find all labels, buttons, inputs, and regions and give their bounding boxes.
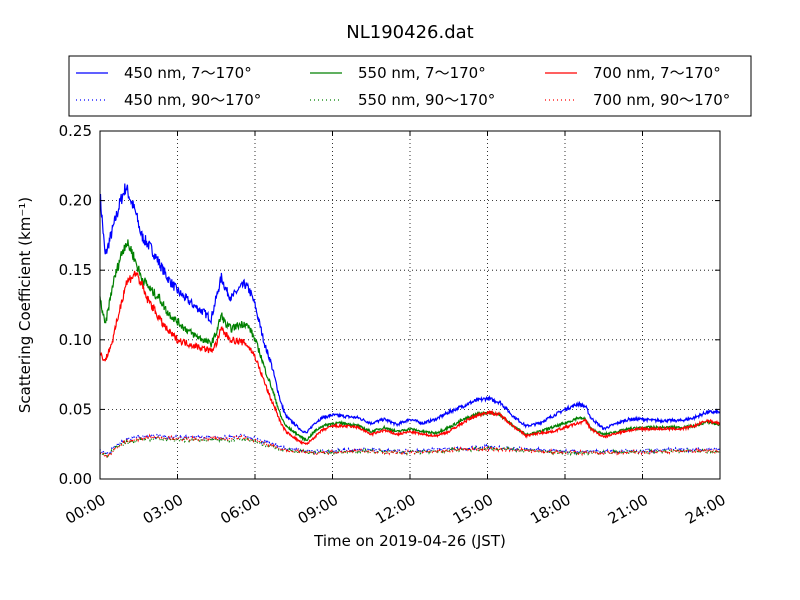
y-tick-label: 0.25 xyxy=(59,122,92,140)
y-tick-label: 0.05 xyxy=(59,400,92,418)
y-tick-labels: 0.00 0.05 0.10 0.15 0.20 0.25 xyxy=(59,122,92,488)
legend-label-4: 700 nm, 7～170° xyxy=(593,64,721,82)
x-tick-labels: 00:00 03:00 06:00 09:00 12:00 15:00 18:00 21:00… xyxy=(62,491,728,528)
y-tick-label: 0.00 xyxy=(59,470,92,488)
grid-lines xyxy=(100,131,720,479)
y-tick-label: 0.10 xyxy=(59,331,92,349)
y-tick-label: 0.20 xyxy=(59,192,92,210)
y-axis-title: Scattering Coefficient (km⁻¹) xyxy=(16,197,34,413)
legend-label-5: 700 nm, 90～170° xyxy=(593,91,730,109)
chart-title: NL190426.dat xyxy=(346,22,473,43)
series-layer xyxy=(99,183,721,460)
legend: 450 nm, 7～170° 450 nm, 90～170° 550 nm, 7～1… xyxy=(68,55,752,117)
x-tick-label: 00:00 xyxy=(62,491,108,528)
legend-label-3: 550 nm, 90～170° xyxy=(358,91,495,109)
x-tick-label: 18:00 xyxy=(527,491,573,528)
x-tick-label: 12:00 xyxy=(372,491,418,528)
x-tick-label: 03:00 xyxy=(140,491,186,528)
x-tick-label: 15:00 xyxy=(450,491,496,528)
plot-background xyxy=(100,131,720,479)
y-tick-label: 0.15 xyxy=(59,261,92,279)
x-tick-label: 06:00 xyxy=(217,491,263,528)
x-tick-label: 24:00 xyxy=(682,491,728,528)
plot-area: 00:00 03:00 06:00 09:00 12:00 15:00 18:00 21:00… xyxy=(59,122,729,528)
axis-ticks xyxy=(99,130,721,480)
x-axis-title: Time on 2019-04-26 (JST) xyxy=(313,532,506,550)
series-line-0 xyxy=(99,183,721,434)
x-tick-label: 21:00 xyxy=(605,491,651,528)
x-tick-label: 09:00 xyxy=(295,491,341,528)
series-line-2 xyxy=(99,239,721,442)
series-line-4 xyxy=(99,270,721,446)
legend-label-1: 450 nm, 90～170° xyxy=(124,91,261,109)
legend-label-0: 450 nm, 7～170° xyxy=(124,64,252,82)
legend-frame xyxy=(68,55,752,117)
legend-label-2: 550 nm, 7～170° xyxy=(358,64,486,82)
